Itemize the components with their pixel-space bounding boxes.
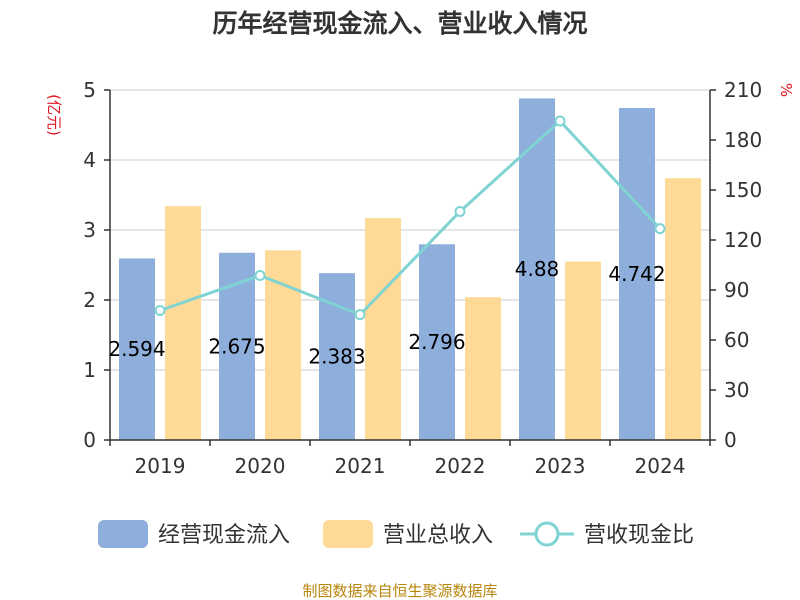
- right-tick-label: 210: [724, 78, 762, 102]
- data-label: 2.383: [308, 345, 365, 369]
- revenue-bar: [265, 250, 301, 440]
- x-tick-label: 2020: [235, 454, 286, 478]
- left-tick-label: 5: [83, 78, 96, 102]
- left-tick-label: 0: [83, 428, 96, 452]
- data-label: 2.675: [208, 334, 265, 358]
- left-tick-label: 2: [83, 288, 96, 312]
- left-tick-label: 4: [83, 148, 96, 172]
- revenue-bar: [165, 206, 201, 440]
- x-tick-label: 2019: [135, 454, 186, 478]
- chart-title: 历年经营现金流入、营业收入情况: [212, 9, 587, 38]
- revenue-bar: [665, 178, 701, 440]
- legend-swatch: [98, 520, 148, 548]
- x-tick-label: 2023: [535, 454, 586, 478]
- legend-label: 营收现金比: [584, 523, 694, 548]
- legend-label: 营业总收入: [383, 523, 493, 548]
- source-note: 制图数据来自恒生聚源数据库: [302, 582, 497, 600]
- data-label: 4.742: [608, 262, 665, 286]
- right-tick-label: 150: [724, 178, 762, 202]
- legend-label: 经营现金流入: [158, 523, 290, 548]
- cash-inflow-bar: [519, 98, 555, 441]
- legend[interactable]: 经营现金流入 营业总收入 营收现金比: [98, 520, 694, 548]
- revenue-bar: [565, 261, 601, 440]
- ratio-point: [154, 305, 166, 316]
- data-label: 2.594: [108, 337, 165, 361]
- right-tick-label: 90: [724, 278, 749, 302]
- right-tick-label: 120: [724, 228, 762, 252]
- x-tick-label: 2021: [335, 454, 386, 478]
- ratio-point: [354, 309, 366, 321]
- left-tick-label: 3: [83, 218, 96, 242]
- right-tick-label: 60: [724, 328, 749, 352]
- left-tick-label: 1: [83, 358, 96, 382]
- ratio-point: [554, 115, 566, 127]
- ratio-point: [254, 270, 266, 281]
- ratio-line: [154, 115, 666, 321]
- ratio-point: [654, 223, 666, 235]
- legend-marker: [534, 521, 560, 547]
- cash-inflow-bar: [119, 258, 155, 440]
- ratio-point: [454, 206, 466, 217]
- cash-inflow-bar: [619, 108, 655, 440]
- ratio-line-path: [159, 118, 662, 317]
- x-tick-label: 2024: [635, 454, 686, 478]
- right-axis-unit: %: [777, 83, 795, 97]
- data-labels: 2.594 2.675 2.383 2.796 4.88 4.742: [108, 257, 665, 368]
- right-tick-label: 180: [724, 128, 762, 152]
- grid: [110, 89, 710, 371]
- data-label: 2.796: [408, 330, 465, 354]
- legend-swatch: [323, 520, 373, 548]
- right-tick-label: 30: [724, 378, 749, 402]
- x-tick-label: 2022: [435, 454, 486, 478]
- cash-inflow-bar: [419, 244, 455, 440]
- revenue-bar: [365, 218, 401, 440]
- axes: 0 1 2 3 4 5 0 30 60 90 120 150 180 210 2019 2020 2021 202…: [83, 78, 762, 478]
- revenue-bar: [465, 297, 501, 440]
- left-axis-unit: (亿元): [45, 94, 63, 136]
- data-label: 4.88: [515, 257, 560, 281]
- right-tick-label: 0: [724, 428, 737, 452]
